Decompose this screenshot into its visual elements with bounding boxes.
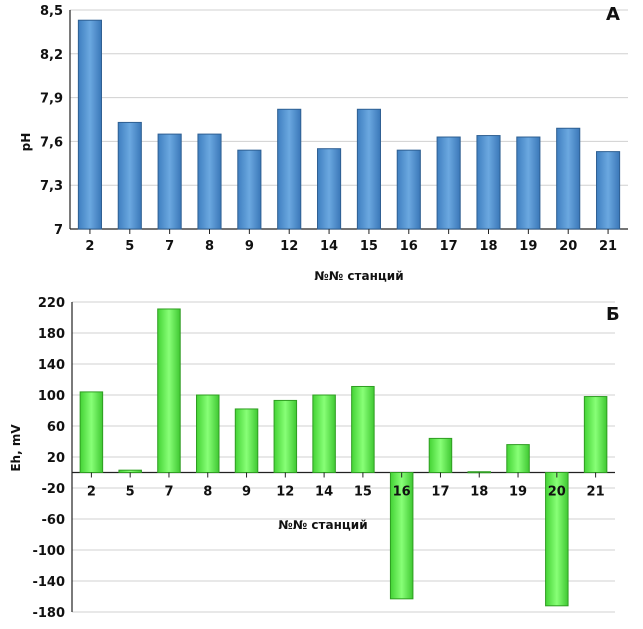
x-tick-label-ph: 20 <box>559 239 577 254</box>
x-tick-label-eh: 14 <box>315 485 333 500</box>
bar-ph-station-14 <box>317 148 342 230</box>
x-tick-label-eh: 20 <box>548 485 566 500</box>
y-axis-title-ph: pH <box>19 133 33 152</box>
bar-ph-station-15 <box>356 108 381 230</box>
bar-eh-station-5 <box>118 469 142 473</box>
x-tick-label-ph: 9 <box>245 239 254 254</box>
y-tick-label-ph: 8,5 <box>40 4 63 19</box>
panel-letter-b: Б <box>606 304 620 325</box>
bar-ph-station-20 <box>556 127 581 230</box>
bar-ph-station-17 <box>436 136 461 230</box>
y-tick-label-eh: -180 <box>32 606 65 621</box>
x-axis-title-ph: №№ станций <box>314 269 403 283</box>
bar-ph-station-16 <box>396 149 421 230</box>
x-tick-label-ph: 21 <box>599 239 617 254</box>
x-tick-label-eh: 17 <box>431 485 449 500</box>
x-tick-label-eh: 19 <box>509 485 527 500</box>
y-tick-label-eh: 140 <box>38 358 65 373</box>
x-tick-label-ph: 18 <box>479 239 497 254</box>
plot-area-eh: -180 -140 -100 -60 -20 20 60 100 140 180 220 2 5 7 8 9 1… <box>32 296 615 621</box>
bar-ph-station-12 <box>277 108 302 230</box>
x-tick-label-ph: 7 <box>165 239 174 254</box>
y-axis-title-eh: Eh, mV <box>9 424 23 472</box>
y-tick-label-ph: 7,9 <box>40 92 63 107</box>
bar-ph-station-8 <box>197 133 222 230</box>
y-tick-label-eh: -100 <box>32 544 65 559</box>
bar-ph-station-21 <box>596 151 621 230</box>
bar-ph-station-7 <box>157 133 182 230</box>
bar-eh-station-19 <box>506 444 530 474</box>
bar-eh-station-14 <box>312 394 336 473</box>
plot-area-ph: 7 7,3 7,6 7,9 8,2 8,5 2 5 7 8 9 12 14 15 16 17 18 19 20 21 <box>40 4 628 254</box>
bar-eh-station-2 <box>79 391 104 473</box>
bar-ph-station-9 <box>237 149 262 230</box>
y-tick-label-eh: -20 <box>42 482 66 497</box>
y-tick-label-eh: 60 <box>47 420 65 435</box>
x-tick-label-eh: 15 <box>354 485 372 500</box>
y-tick-label-eh: 220 <box>38 296 65 311</box>
x-tick-label-eh: 18 <box>470 485 488 500</box>
x-tick-label-eh: 21 <box>587 485 605 500</box>
y-tick-label-eh: 100 <box>38 389 65 404</box>
y-tick-label-eh: -60 <box>42 513 66 528</box>
x-tick-label-ph: 19 <box>519 239 537 254</box>
y-tick-label-ph: 7,6 <box>40 135 63 150</box>
bar-eh-station-12 <box>273 399 298 473</box>
bar-ph-station-19 <box>516 136 541 230</box>
y-tick-label-eh: 20 <box>47 451 65 466</box>
bar-eh-station-21 <box>583 396 608 473</box>
y-tick-label-eh: -140 <box>32 575 65 590</box>
x-tick-label-ph: 5 <box>125 239 134 254</box>
bar-eh-station-15 <box>351 385 375 474</box>
chart-panel-eh: -180 -140 -100 -60 -20 20 60 100 140 180 220 2 5 7 8 9 1… <box>9 296 620 621</box>
x-tick-label-eh: 7 <box>164 485 173 500</box>
x-tick-label-eh: 8 <box>203 485 212 500</box>
bar-eh-station-17 <box>428 437 453 473</box>
x-tick-label-ph: 17 <box>440 239 458 254</box>
chart-panel-ph: 77,37,67,98,28,52 5 7 8 9 12 14 15 16 17 18 19 20 21 … <box>19 4 628 283</box>
y-tick-label-ph: 8,2 <box>40 48 63 63</box>
x-tick-label-ph: 15 <box>360 239 378 254</box>
x-tick-label-eh: 5 <box>126 485 135 500</box>
bar-eh-station-8 <box>196 394 220 473</box>
bar-eh-station-7 <box>157 308 181 473</box>
y-tick-label-ph: 7,3 <box>40 179 63 194</box>
x-tick-label-ph: 8 <box>205 239 214 254</box>
x-tick-label-ph: 2 <box>85 239 94 254</box>
x-tick-label-ph: 14 <box>320 239 338 254</box>
x-axis-title-eh: №№ станций <box>278 518 367 532</box>
x-tick-label-ph: 12 <box>280 239 298 254</box>
bar-ph-station-5 <box>117 121 142 230</box>
x-tick-label-eh: 12 <box>276 485 294 500</box>
bar-ph-station-18 <box>476 135 501 230</box>
x-tick-label-eh: 2 <box>87 485 96 500</box>
x-tick-label-eh: 16 <box>393 485 411 500</box>
y-tick-label-eh: 180 <box>38 327 65 342</box>
x-tick-label-ph: 16 <box>400 239 418 254</box>
bar-ph-station-2 <box>77 19 102 230</box>
bar-eh-station-9 <box>234 408 259 474</box>
panel-letter-a: A <box>606 4 620 25</box>
x-tick-label-eh: 9 <box>242 485 251 500</box>
y-tick-label-ph: 7 <box>54 223 63 238</box>
